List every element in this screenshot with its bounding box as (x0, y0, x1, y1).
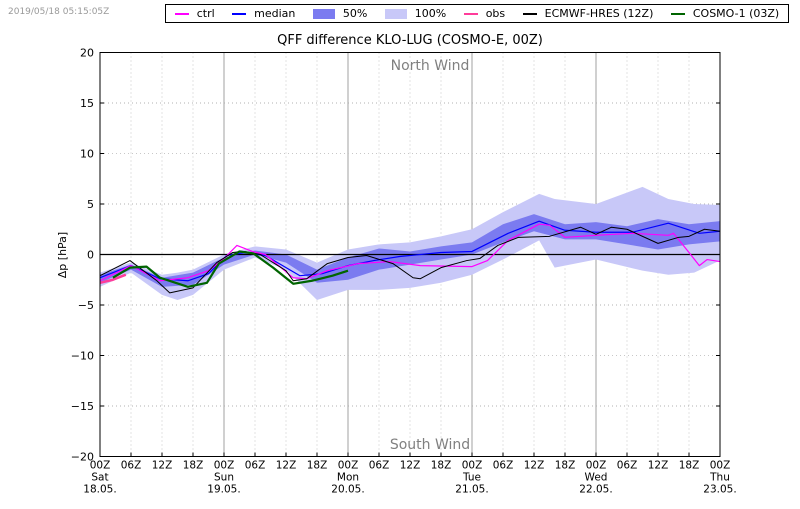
x-day-label: Mon (337, 472, 359, 484)
legend-item: median (232, 7, 295, 20)
x-date-label: 19.05. (207, 484, 240, 496)
series-line-ecmwf-hres-12z (99, 226, 721, 294)
x-tick-label: 18Z (555, 460, 576, 472)
x-day-label: Sun (214, 472, 234, 484)
legend-label: obs (485, 7, 506, 20)
legend-swatch-line (174, 12, 189, 15)
legend-label: ECMWF-HRES (12Z) (544, 7, 654, 20)
x-tick-label: 12Z (400, 460, 421, 472)
x-date-label: 21.05. (455, 484, 488, 496)
y-axis-label: Δp [hPa] (56, 232, 69, 278)
y-tick-label: 5 (87, 198, 94, 211)
legend-label: median (254, 7, 296, 20)
legend-item: 100% (384, 7, 447, 20)
series-line-obs (99, 273, 127, 284)
y-tick-label: −10 (71, 350, 94, 363)
legend-label: 100% (414, 7, 447, 20)
x-day-label: Wed (585, 472, 608, 484)
legend-swatch-box (312, 8, 335, 19)
x-tick-label: 00Z (710, 460, 731, 472)
north-wind-label: North Wind (391, 58, 470, 74)
x-date-label: 20.05. (331, 484, 364, 496)
legend-swatch-line (522, 12, 537, 15)
y-tick-label: −15 (71, 400, 94, 413)
x-day-label: Thu (709, 472, 730, 484)
y-tick-label: 0 (87, 249, 94, 262)
legend-swatch-line (670, 12, 685, 15)
x-tick-label: 06Z (121, 460, 142, 472)
y-tick-label: 15 (80, 97, 94, 110)
legend-swatch-box (384, 8, 407, 19)
x-tick-label: 00Z (338, 460, 359, 472)
legend: ctrl median 50% 100% obs ECMWF-HRES (12Z) COSM… (165, 4, 789, 23)
legend-item: COSMO-1 (03Z) (670, 7, 780, 20)
legend-item: ctrl (174, 7, 215, 20)
x-tick-label: 06Z (369, 460, 390, 472)
legend-item: ECMWF-HRES (12Z) (522, 7, 654, 20)
x-tick-label: 18Z (431, 460, 452, 472)
band-100-percent (100, 186, 720, 300)
x-tick-label: 00Z (90, 460, 111, 472)
x-tick-label: 18Z (679, 460, 700, 472)
x-tick-label: 12Z (648, 460, 669, 472)
legend-label: 50% (342, 7, 368, 20)
x-tick-label: 00Z (214, 460, 235, 472)
x-tick-label: 00Z (462, 460, 483, 472)
x-tick-label: 12Z (276, 460, 297, 472)
x-day-label: Tue (462, 472, 481, 484)
x-date-label: 18.05. (83, 484, 116, 496)
legend-label: ctrl (196, 7, 215, 20)
legend-item: obs (463, 7, 506, 20)
series-line-cosmo-1-03z (112, 250, 349, 288)
legend-label: COSMO-1 (03Z) (692, 7, 780, 20)
legend-swatch-line (232, 12, 247, 15)
x-tick-label: 06Z (493, 460, 514, 472)
y-tick-label: −20 (71, 451, 94, 464)
y-tick-label: 10 (80, 148, 94, 161)
x-tick-label: 06Z (245, 460, 266, 472)
x-tick-label: 12Z (152, 460, 173, 472)
x-date-label: 23.05. (703, 484, 736, 496)
legend-swatch-line (463, 12, 478, 15)
timestamp: 2019/05/18 05:15:05Z (8, 7, 110, 17)
x-tick-label: 18Z (183, 460, 204, 472)
chart-title: QFF difference KLO-LUG (COSMO-E, 00Z) (277, 33, 543, 48)
south-wind-label: South Wind (390, 437, 470, 453)
x-date-label: 22.05. (579, 484, 612, 496)
x-tick-label: 12Z (524, 460, 545, 472)
y-tick-label: 20 (80, 47, 94, 60)
x-tick-label: 00Z (586, 460, 607, 472)
x-tick-label: 18Z (307, 460, 328, 472)
y-tick-label: −5 (78, 299, 94, 312)
x-day-label: Sat (91, 472, 108, 484)
legend-item: 50% (312, 7, 368, 20)
x-tick-label: 06Z (617, 460, 638, 472)
